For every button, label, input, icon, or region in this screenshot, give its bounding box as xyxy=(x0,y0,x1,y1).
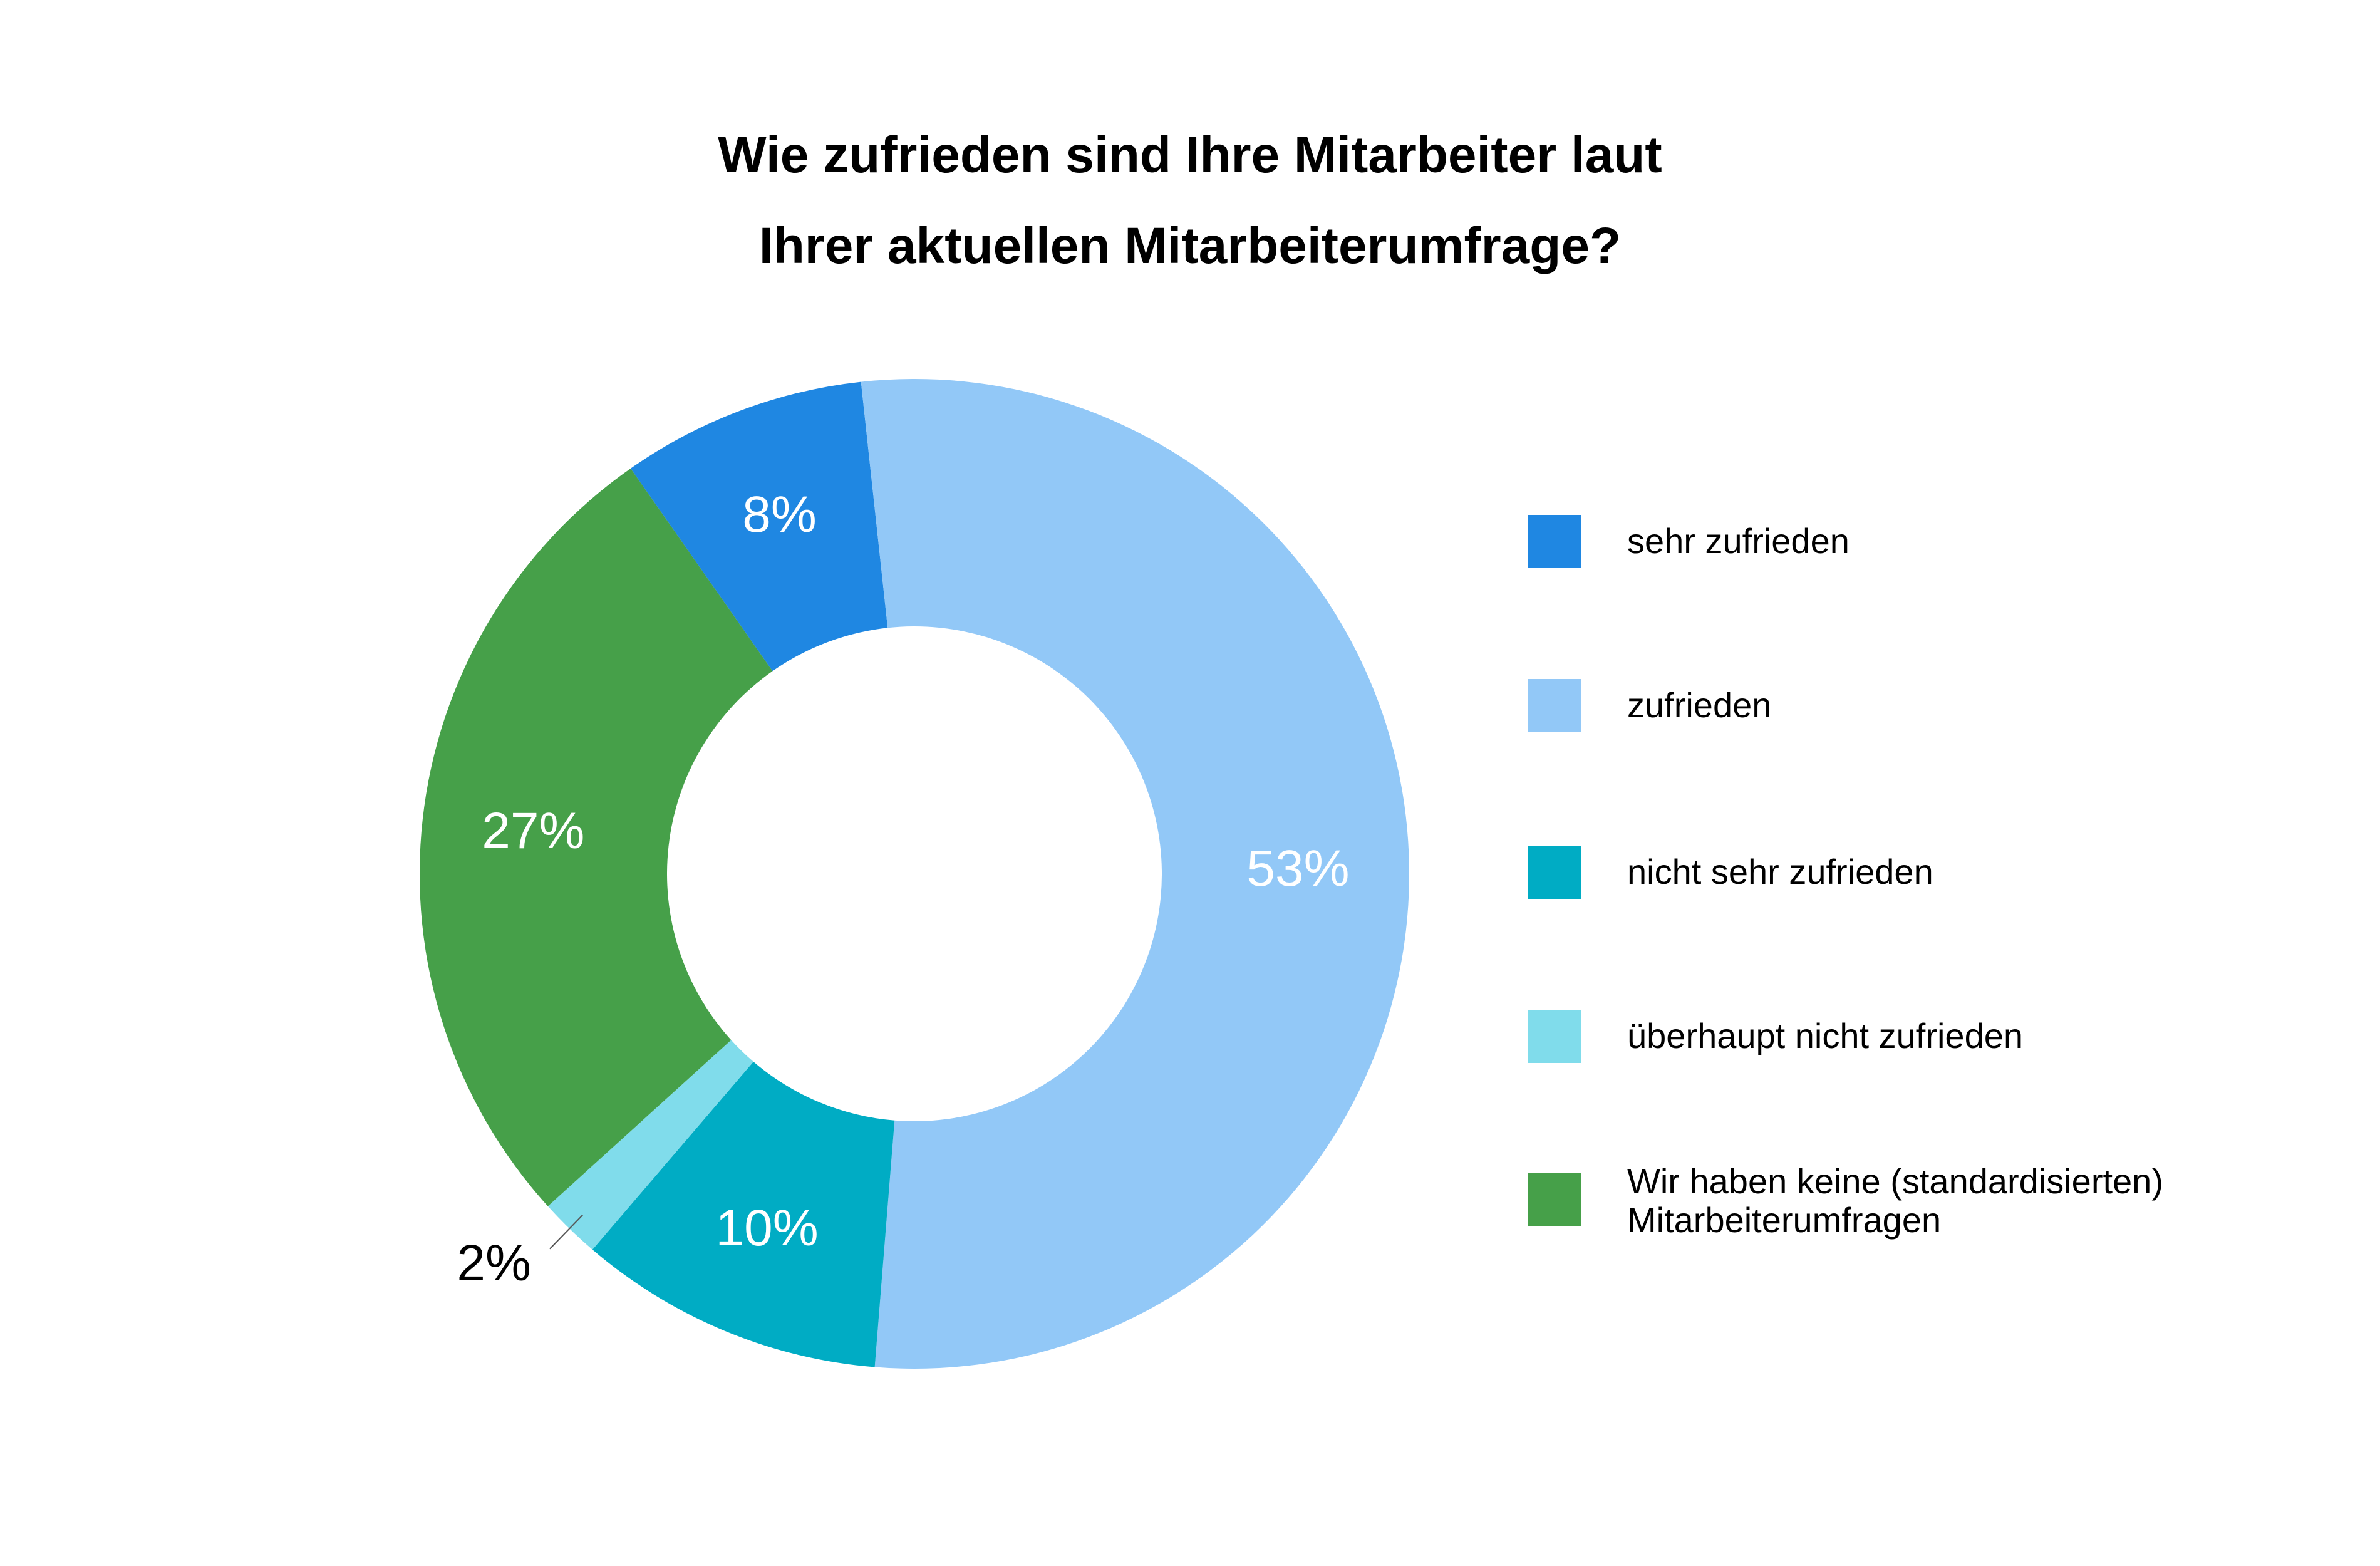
donut-slice-nicht-sehr-zufrieden xyxy=(592,1061,895,1367)
legend-label-zufrieden: zufrieden xyxy=(1627,685,1772,725)
leader-line-ueberhaupt-nicht-zufrieden xyxy=(549,1215,583,1250)
chart-title-line-1: Wie zufrieden sind Ihre Mitarbeiter laut xyxy=(718,127,1662,184)
donut-slice-wir-haben-keine-standardisierten xyxy=(419,468,773,1206)
legend-label-sehr-zufrieden: sehr zufrieden xyxy=(1627,521,1850,561)
legend-swatch-zufrieden xyxy=(1528,679,1581,732)
value-label-sehr-zufrieden: 8% xyxy=(742,486,817,543)
donut-slice-sehr-zufrieden xyxy=(630,381,888,672)
donut-slice-zufrieden xyxy=(861,379,1409,1369)
donut-slices xyxy=(419,379,1409,1369)
value-label-nicht-sehr-zufrieden: 10% xyxy=(716,1200,819,1257)
legend-label-keine-mitarbeiterumfragen: Wir haben keine (standardisierten) Mitar… xyxy=(1627,1161,2163,1240)
legend-swatch-keine-mitarbeiterumfragen xyxy=(1528,1173,1581,1226)
value-label-ueberhaupt-nicht-zufrieden: 2% xyxy=(457,1235,531,1292)
donut-slice-ueberhaupt-nicht-zufrieden xyxy=(547,1040,753,1250)
chart-title-line-2: Ihrer aktuellen Mitarbeiterumfrage? xyxy=(758,217,1622,274)
legend-swatch-nicht-sehr-zufrieden xyxy=(1528,846,1581,899)
value-label-wir-haben-keine-standardisierten: 27% xyxy=(482,802,584,859)
legend-label-nicht-sehr-zufrieden: nicht sehr zufrieden xyxy=(1627,852,1933,891)
value-label-zufrieden: 53% xyxy=(1246,840,1349,897)
legend-label-ueberhaupt-nicht-zufrieden: überhaupt nicht zufrieden xyxy=(1627,1016,2023,1055)
donut-value-labels: 8% 53% 10% 2% 27% xyxy=(457,486,1349,1292)
legend-swatch-ueberhaupt-nicht-zufrieden xyxy=(1528,1010,1581,1063)
chart-title: Wie zufrieden sind Ihre Mitarbeiter laut… xyxy=(0,110,2380,291)
legend-swatch-sehr-zufrieden xyxy=(1528,515,1581,568)
